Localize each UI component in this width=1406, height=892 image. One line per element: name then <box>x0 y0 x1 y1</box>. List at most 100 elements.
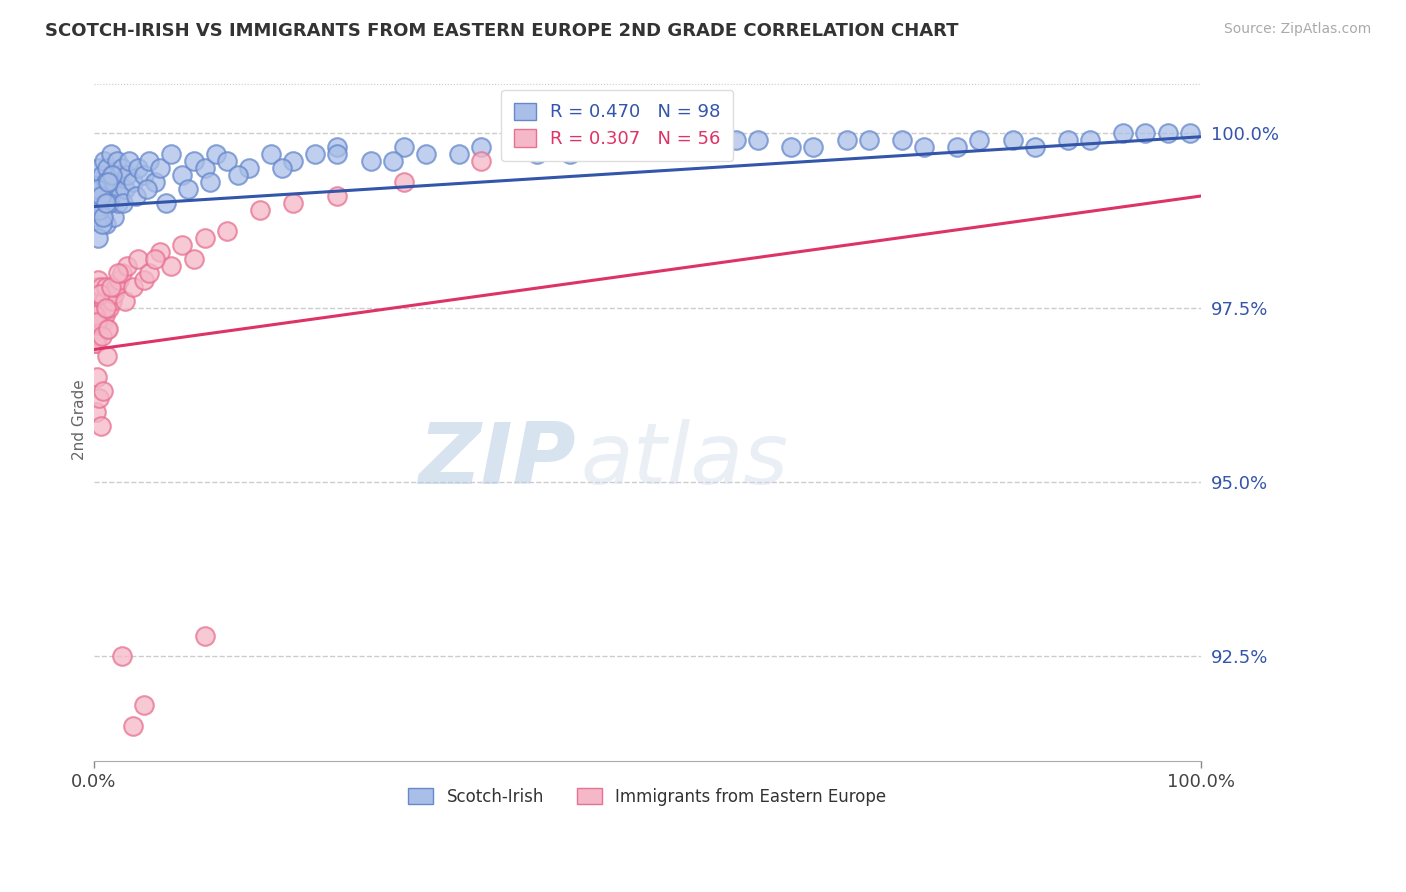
Point <box>115 168 138 182</box>
Point <box>172 238 194 252</box>
Text: atlas: atlas <box>581 418 789 502</box>
Point <box>326 147 349 161</box>
Point <box>87 231 110 245</box>
Point <box>780 140 803 154</box>
Point <box>558 147 581 161</box>
Legend: Scotch-Irish, Immigrants from Eastern Europe: Scotch-Irish, Immigrants from Eastern Eu… <box>399 780 896 814</box>
Point <box>87 392 110 406</box>
Point <box>86 182 108 196</box>
Point <box>83 301 105 315</box>
Point <box>91 328 114 343</box>
Point <box>86 315 108 329</box>
Point <box>669 140 692 154</box>
Point <box>283 196 305 211</box>
Point <box>125 189 148 203</box>
Point <box>86 315 108 329</box>
Point <box>101 168 124 182</box>
Point <box>183 252 205 266</box>
Point <box>381 154 404 169</box>
Point <box>238 161 260 175</box>
Point <box>104 175 127 189</box>
Point <box>97 175 120 189</box>
Point <box>94 175 117 189</box>
Point <box>127 161 149 175</box>
Point <box>91 202 114 217</box>
Text: SCOTCH-IRISH VS IMMIGRANTS FROM EASTERN EUROPE 2ND GRADE CORRELATION CHART: SCOTCH-IRISH VS IMMIGRANTS FROM EASTERN … <box>45 22 959 40</box>
Point <box>97 321 120 335</box>
Point <box>194 231 217 245</box>
Point <box>1178 126 1201 140</box>
Point <box>215 224 238 238</box>
Y-axis label: 2nd Grade: 2nd Grade <box>72 379 87 459</box>
Point <box>86 370 108 384</box>
Point <box>87 328 110 343</box>
Point <box>89 286 111 301</box>
Point <box>98 301 121 315</box>
Point <box>100 147 122 161</box>
Point <box>132 273 155 287</box>
Point <box>747 133 769 147</box>
Point <box>118 154 141 169</box>
Point <box>121 175 143 189</box>
Point <box>100 189 122 203</box>
Point <box>283 154 305 169</box>
Point <box>84 279 107 293</box>
Point <box>326 140 349 154</box>
Point <box>121 719 143 733</box>
Point <box>138 266 160 280</box>
Point <box>105 279 128 293</box>
Point <box>114 182 136 196</box>
Point <box>96 321 118 335</box>
Point <box>94 182 117 196</box>
Point <box>138 154 160 169</box>
Point <box>803 140 825 154</box>
Point <box>87 308 110 322</box>
Point <box>636 140 658 154</box>
Point <box>149 244 172 259</box>
Point <box>90 189 112 203</box>
Point <box>100 279 122 293</box>
Point <box>94 308 117 322</box>
Point <box>143 175 166 189</box>
Point <box>84 308 107 322</box>
Point <box>108 168 131 182</box>
Point <box>969 133 991 147</box>
Point <box>226 168 249 182</box>
Point <box>449 147 471 161</box>
Point <box>136 182 159 196</box>
Point <box>108 273 131 287</box>
Point <box>115 259 138 273</box>
Point <box>1156 126 1178 140</box>
Point <box>110 266 132 280</box>
Point <box>100 293 122 308</box>
Point <box>249 202 271 217</box>
Point <box>470 154 492 169</box>
Point <box>132 698 155 713</box>
Point <box>87 210 110 224</box>
Point <box>94 301 117 315</box>
Point <box>526 147 548 161</box>
Point <box>84 335 107 350</box>
Point <box>87 273 110 287</box>
Point <box>107 266 129 280</box>
Point <box>1112 126 1135 140</box>
Point <box>103 210 125 224</box>
Point <box>183 154 205 169</box>
Point <box>86 293 108 308</box>
Point <box>304 147 326 161</box>
Point <box>194 628 217 642</box>
Point <box>93 293 115 308</box>
Point <box>91 217 114 231</box>
Point <box>581 133 603 147</box>
Point <box>105 182 128 196</box>
Point <box>392 140 415 154</box>
Point <box>194 161 217 175</box>
Point <box>93 154 115 169</box>
Point <box>172 168 194 182</box>
Point <box>155 196 177 211</box>
Point <box>326 189 349 203</box>
Point <box>90 419 112 434</box>
Point <box>94 217 117 231</box>
Point <box>86 335 108 350</box>
Point <box>1024 140 1046 154</box>
